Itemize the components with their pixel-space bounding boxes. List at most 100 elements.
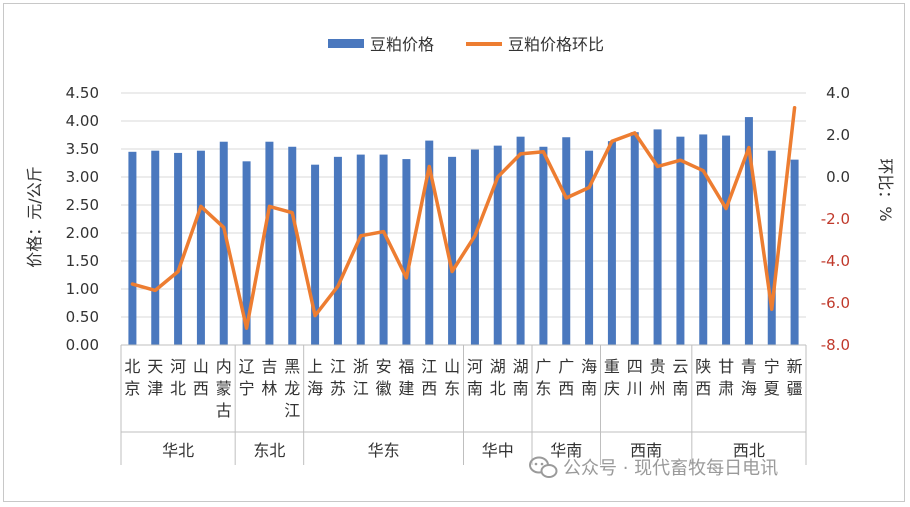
bar-重庆 (607, 141, 616, 345)
category-labels: 北京天津河北山西内蒙古辽宁吉林黑龙江上海江苏浙江安徽福建江西山东河南湖北湖南广东… (124, 357, 802, 420)
category-label-四川: 四川 (627, 357, 643, 398)
y2-tick-label: -4.0 (821, 252, 850, 270)
bar-辽宁 (242, 161, 251, 345)
bar-安徽 (379, 154, 388, 345)
region-label-华中: 华中 (482, 441, 514, 460)
bar-四川 (630, 132, 639, 345)
category-label-河北: 河北 (170, 357, 186, 398)
bar-北京 (128, 151, 137, 345)
category-label-江苏: 江苏 (330, 357, 346, 398)
wechat-icon (529, 456, 558, 478)
region-label-东北: 东北 (253, 441, 285, 460)
category-label-上海: 上海 (307, 357, 323, 398)
line-point-云南 (678, 158, 682, 162)
legend-label-line: 豆粕价格环比 (508, 35, 604, 54)
line-point-湖南 (519, 152, 523, 156)
y2-tick-label: -6.0 (821, 294, 850, 312)
bar-浙江 (356, 154, 365, 345)
line-point-重庆 (610, 139, 614, 143)
category-label-重庆: 重庆 (604, 357, 620, 398)
bar-青海 (744, 117, 753, 345)
category-label-辽宁: 辽宁 (239, 357, 255, 398)
watermark-text: 公众号 · 现代畜牧每日电讯 (563, 458, 778, 479)
category-label-广东: 广东 (535, 357, 551, 398)
bar-山西 (196, 150, 205, 345)
line-point-宁夏 (770, 307, 774, 311)
bar-福建 (402, 159, 411, 345)
watermark: 公众号 · 现代畜牧每日电讯 (529, 456, 778, 479)
line-point-山西 (199, 204, 203, 208)
line-point-内蒙古 (222, 225, 226, 229)
legend-label-bar: 豆粕价格 (370, 35, 434, 54)
category-label-山东: 山东 (444, 357, 460, 398)
bar-江西 (425, 140, 434, 345)
line-point-浙江 (359, 234, 363, 238)
bar-上海 (311, 164, 320, 345)
category-label-海南: 海南 (581, 357, 597, 398)
category-label-湖北: 湖北 (490, 357, 506, 398)
category-label-广西: 广西 (558, 357, 574, 398)
line-point-上海 (313, 314, 317, 318)
y-tick-label: 1.50 (66, 252, 99, 270)
category-label-陕西: 陕西 (695, 357, 711, 398)
region-label-西北: 西北 (733, 441, 765, 460)
category-label-天津: 天津 (147, 357, 163, 398)
line-series (130, 105, 797, 330)
left-axis-ticks: 0.00 0.50 1.00 1.50 2.00 2.50 3.00 3.50 4.00 4.50 (66, 84, 99, 354)
line-point-河南 (473, 234, 477, 238)
category-label-江西: 江西 (421, 357, 437, 398)
y-tick-label: 2.00 (66, 224, 99, 242)
y2-tick-label: 2.0 (826, 126, 850, 144)
y2-tick-label: 4.0 (826, 84, 850, 102)
bar-广东 (539, 146, 548, 345)
line-point-陕西 (701, 169, 705, 173)
category-label-宁夏: 宁夏 (764, 357, 780, 398)
bar-湖北 (493, 145, 502, 345)
line-point-湖北 (496, 175, 500, 179)
y-tick-label: 0.00 (66, 336, 99, 354)
line-point-甘肃 (724, 207, 728, 210)
right-axis-ticks: -8.0 -6.0 -4.0 -2.0 0.0 2.0 4.0 (821, 84, 850, 354)
line-point-北京 (130, 282, 134, 286)
category-label-河南: 河南 (467, 357, 483, 398)
y-tick-label: 3.00 (66, 168, 99, 186)
bar-广西 (562, 137, 571, 345)
bar-云南 (676, 136, 685, 345)
bar-甘肃 (722, 135, 731, 345)
category-label-内蒙古: 内蒙古 (216, 357, 232, 420)
bar-新疆 (790, 159, 799, 345)
region-label-西南: 西南 (630, 441, 662, 460)
category-label-浙江: 浙江 (353, 357, 369, 398)
region-label-华北: 华北 (162, 441, 194, 460)
line-point-河北 (176, 270, 180, 273)
bar-贵州 (653, 129, 662, 345)
bar-河南 (470, 149, 479, 345)
category-label-青海: 青海 (741, 357, 757, 398)
line-point-黑龙江 (290, 211, 294, 215)
line-point-山东 (450, 270, 454, 273)
line-point-广西 (564, 196, 568, 200)
category-label-云南: 云南 (672, 357, 688, 398)
category-label-贵州: 贵州 (650, 357, 666, 398)
category-label-黑龙江: 黑龙江 (284, 357, 300, 420)
legend-swatch-bar (328, 39, 364, 48)
bar-黑龙江 (288, 146, 297, 345)
line-point-天津 (153, 288, 157, 292)
line-point-四川 (633, 131, 637, 135)
category-label-福建: 福建 (398, 357, 414, 398)
category-label-吉林: 吉林 (261, 357, 277, 398)
region-label-华东: 华东 (368, 441, 400, 460)
line-point-贵州 (656, 165, 660, 168)
bar-江苏 (333, 156, 342, 345)
line-point-吉林 (267, 204, 271, 208)
y2-tick-label: 0.0 (826, 168, 850, 186)
bar-series (128, 117, 799, 345)
y2-tick-label: -8.0 (821, 336, 850, 354)
y-tick-label: 3.50 (66, 140, 99, 158)
y-axis-label: 价格：元/公斤 (25, 166, 44, 267)
y-tick-label: 0.50 (66, 308, 99, 326)
line-point-江西 (427, 165, 431, 168)
line-point-安徽 (382, 230, 386, 234)
category-label-湖南: 湖南 (513, 357, 529, 398)
line-point-福建 (404, 276, 408, 280)
